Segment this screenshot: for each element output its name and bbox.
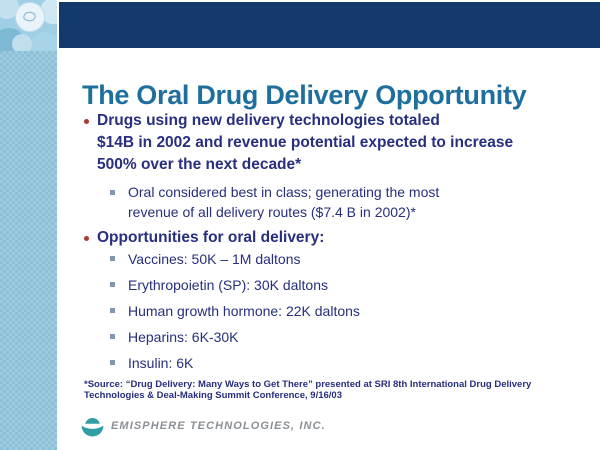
source-line: *Source: “Drug Delivery: Many Ways to Ge… bbox=[84, 379, 532, 390]
bullet-dot-icon bbox=[84, 236, 89, 241]
company-name: EMISPHERE TECHNOLOGIES, INC. bbox=[111, 420, 326, 432]
bullet-square-icon bbox=[110, 360, 115, 365]
bullet-square-icon bbox=[110, 256, 115, 261]
list-item-label: Vaccines: 50K – 1M daltons bbox=[128, 251, 301, 267]
bullet-line: $14B in 2002 and revenue potential expec… bbox=[97, 134, 514, 151]
subbullet-oral-best-in-class: Oral considered best in class; generatin… bbox=[110, 182, 439, 222]
list-item-label: Erythropoietin (SP): 30K daltons bbox=[128, 277, 328, 293]
bullet-square-icon bbox=[110, 282, 115, 287]
source-footnote: *Source: “Drug Delivery: Many Ways to Ge… bbox=[84, 379, 589, 401]
top-banner bbox=[59, 2, 600, 48]
list-item-label: Human growth hormone: 22K daltons bbox=[128, 303, 360, 319]
pills-photo bbox=[0, 0, 57, 51]
list-item-insulin: Insulin: 6K bbox=[110, 355, 360, 371]
bullet-square-icon bbox=[110, 334, 115, 339]
bullet-line: Opportunities for oral delivery: bbox=[97, 229, 325, 246]
page-title: The Oral Drug Delivery Opportunity bbox=[82, 80, 527, 111]
list-item-heparins: Heparins: 6K-30K bbox=[110, 329, 360, 345]
bullet-dot-icon bbox=[84, 119, 89, 124]
emisphere-logo-icon bbox=[81, 417, 104, 437]
bullet-square-icon bbox=[110, 190, 115, 195]
source-line: Technologies & Deal-Making Summit Confer… bbox=[84, 389, 342, 401]
bullet-text: Drugs using new delivery technologies to… bbox=[97, 110, 513, 176]
bullet-item-delivery-technologies: Drugs using new delivery technologies to… bbox=[84, 110, 513, 176]
oral-delivery-list: Vaccines: 50K – 1M daltons Erythropoieti… bbox=[110, 251, 360, 381]
bullet-text: Opportunities for oral delivery: bbox=[97, 227, 324, 249]
list-item-growth-hormone: Human growth hormone: 22K daltons bbox=[110, 303, 360, 319]
subbullet-line: revenue of all delivery routes ($7.4 B i… bbox=[128, 204, 416, 220]
list-item-vaccines: Vaccines: 50K – 1M daltons bbox=[110, 251, 360, 267]
bullet-line: Drugs using new delivery technologies to… bbox=[97, 112, 440, 129]
list-item-erythropoietin: Erythropoietin (SP): 30K daltons bbox=[110, 277, 360, 293]
subbullet-line: Oral considered best in class; generatin… bbox=[128, 184, 440, 200]
sidebar-texture bbox=[0, 51, 57, 450]
list-item-label: Heparins: 6K-30K bbox=[128, 329, 239, 345]
subbullet-text: Oral considered best in class; generatin… bbox=[128, 182, 439, 222]
footer: EMISPHERE TECHNOLOGIES, INC. bbox=[80, 412, 326, 440]
bullet-square-icon bbox=[110, 308, 115, 313]
bullet-line: 500% over the next decade* bbox=[97, 156, 302, 173]
list-item-label: Insulin: 6K bbox=[128, 355, 194, 371]
bullet-item-opportunities: Opportunities for oral delivery: bbox=[84, 227, 324, 249]
